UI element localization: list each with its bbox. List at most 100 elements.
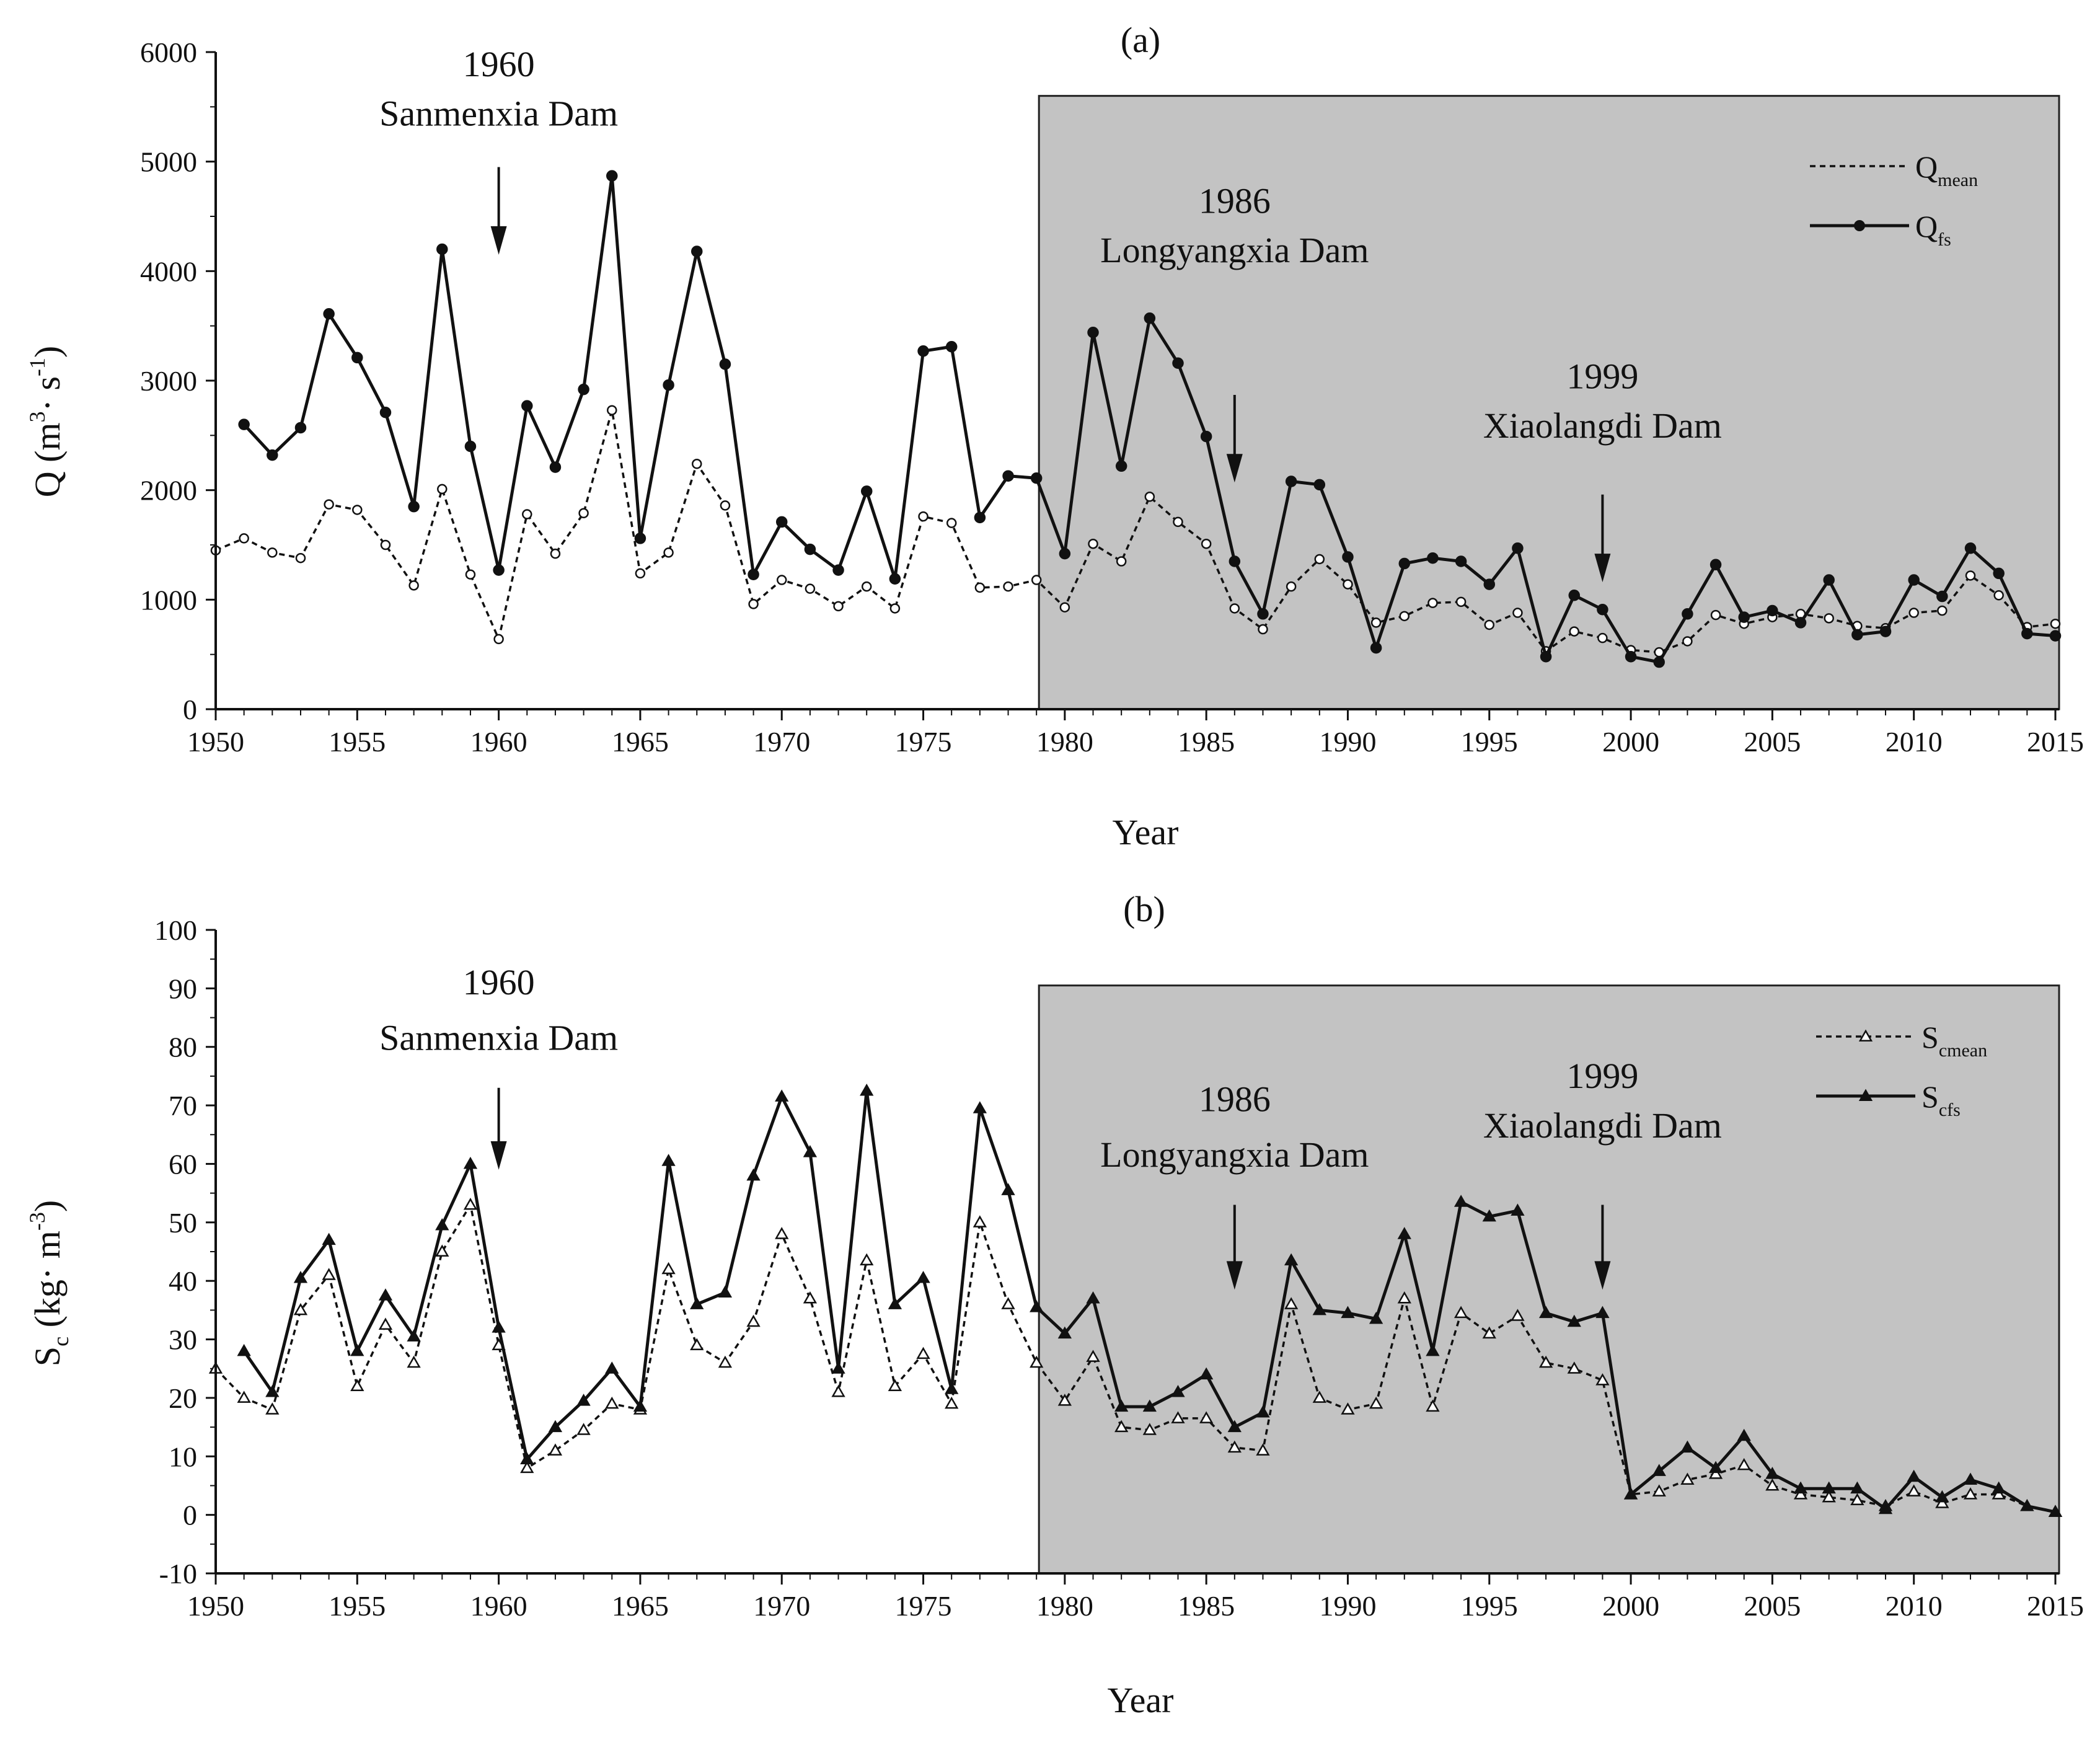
data-point-Scfs bbox=[2048, 1505, 2063, 1517]
legend-label: Qmean bbox=[1915, 149, 1978, 190]
data-point-Scmean bbox=[1793, 1487, 1808, 1500]
panel-b-series bbox=[208, 1083, 2063, 1517]
x-tick-label: 1995 bbox=[1461, 1590, 1518, 1622]
data-point-Scfs bbox=[1001, 1183, 1015, 1195]
data-point-Scmean bbox=[1652, 1484, 1666, 1497]
series-line-Qmean bbox=[215, 409, 2056, 653]
data-point-Scfs bbox=[378, 1288, 393, 1301]
data-point-Qfs bbox=[2049, 630, 2062, 642]
annotation-arrow-head bbox=[490, 1141, 507, 1170]
data-point-Qfs bbox=[1794, 617, 1807, 629]
data-point-Scfs bbox=[690, 1297, 704, 1309]
y-tick-label: 0 bbox=[183, 694, 197, 725]
data-point-Qfs bbox=[1030, 472, 1043, 484]
annotation-year: 1986 bbox=[1199, 181, 1271, 221]
data-point-Qmean bbox=[1286, 581, 1297, 592]
data-point-Qfs bbox=[408, 500, 420, 513]
data-point-Qfs bbox=[1313, 479, 1326, 491]
x-tick-label: 1950 bbox=[187, 1590, 244, 1622]
data-point-Scfs bbox=[1312, 1302, 1326, 1315]
data-point-Qfs bbox=[1710, 559, 1722, 571]
data-point-Scfs bbox=[1935, 1490, 1949, 1503]
y-tick-label: 30 bbox=[169, 1324, 197, 1356]
data-point-Qmean bbox=[1455, 596, 1467, 608]
data-point-Scmean bbox=[1086, 1350, 1100, 1362]
data-point-Scmean bbox=[803, 1291, 818, 1304]
data-point-Qfs bbox=[1879, 626, 1892, 637]
annotation-dam-name: Longyangxia Dam bbox=[1100, 1134, 1369, 1175]
data-point-Scmean bbox=[293, 1302, 308, 1315]
data-point-Scfs bbox=[1086, 1291, 1100, 1304]
data-point-Qfs bbox=[663, 379, 674, 391]
x-tick-label: 1985 bbox=[1178, 726, 1235, 758]
data-point-Qfs bbox=[549, 461, 562, 473]
panel-a-series bbox=[210, 170, 2062, 668]
x-tick-label: 1970 bbox=[753, 726, 810, 758]
data-point-Qfs bbox=[379, 406, 392, 418]
data-point-Scmean bbox=[1680, 1472, 1695, 1485]
data-point-Qmean bbox=[2050, 618, 2061, 629]
data-point-Qmean bbox=[1116, 556, 1127, 567]
data-point-Scfs bbox=[831, 1361, 845, 1374]
x-tick-label: 1955 bbox=[329, 726, 386, 758]
data-point-Scmean bbox=[1312, 1391, 1326, 1403]
data-point-Scmean bbox=[1454, 1306, 1468, 1319]
data-point-Scmean bbox=[916, 1346, 930, 1360]
data-point-Qmean bbox=[1965, 570, 1976, 581]
y-tick-label: 70 bbox=[169, 1090, 197, 1121]
data-point-Qfs bbox=[634, 533, 646, 544]
y-tick-label: 90 bbox=[169, 973, 197, 1004]
y-tick-label: 4000 bbox=[140, 255, 197, 287]
data-point-Scmean bbox=[1171, 1411, 1185, 1423]
data-point-Scfs bbox=[1030, 1300, 1044, 1312]
data-point-Qmean bbox=[1343, 579, 1353, 590]
data-point-Scmean bbox=[718, 1355, 733, 1368]
legend-label: Scfs bbox=[1921, 1079, 1961, 1120]
x-tick-label: 2015 bbox=[2027, 726, 2084, 758]
x-tick-label: 1995 bbox=[1461, 726, 1518, 758]
data-point-Qfs bbox=[775, 516, 788, 528]
data-point-Scfs bbox=[492, 1320, 506, 1333]
data-point-Qmean bbox=[550, 548, 561, 559]
y-tick-label: 3000 bbox=[140, 365, 197, 397]
data-point-Qmean bbox=[946, 518, 957, 528]
panel-a-axes bbox=[214, 52, 2059, 710]
data-point-Scmean bbox=[973, 1215, 987, 1227]
data-point-Qfs bbox=[1427, 552, 1439, 564]
data-point-Qfs bbox=[1512, 542, 1524, 554]
data-point-Scmean bbox=[463, 1197, 478, 1210]
data-point-Qfs bbox=[1257, 608, 1269, 620]
data-point-Qmean bbox=[1031, 575, 1042, 585]
data-point-Qmean bbox=[295, 552, 306, 564]
data-point-Qfs bbox=[1144, 312, 1156, 324]
data-point-Scfs bbox=[1963, 1472, 1978, 1485]
data-point-Scfs bbox=[803, 1145, 818, 1157]
x-tick-label: 2000 bbox=[1602, 1590, 1659, 1622]
panel-b-legend: Scmean Scfs bbox=[1816, 1020, 1987, 1120]
data-point-Scmean bbox=[605, 1396, 619, 1409]
panel-b-annotations: 1960 Sanmenxia Dam 1986 Longyangxia Dam 1999… bbox=[379, 962, 1722, 1290]
data-point-Qfs bbox=[1767, 604, 1778, 617]
data-point-Qfs bbox=[294, 422, 307, 434]
y-tick-label: 80 bbox=[169, 1032, 197, 1063]
data-point-Scfs bbox=[520, 1452, 534, 1464]
data-point-Scmean bbox=[1256, 1443, 1270, 1456]
data-point-Scfs bbox=[1652, 1464, 1666, 1476]
data-point-Qfs bbox=[917, 345, 929, 357]
data-point-Qmean bbox=[861, 581, 872, 592]
annotation-arrow-head bbox=[1226, 454, 1243, 483]
data-point-Scfs bbox=[2020, 1498, 2034, 1511]
data-point-Qfs bbox=[719, 358, 731, 370]
panel-a-ylabel: Q (m3· s-1) bbox=[25, 346, 68, 498]
data-point-Qfs bbox=[1483, 578, 1496, 590]
data-point-Qmean bbox=[974, 582, 986, 593]
data-point-Scmean bbox=[1142, 1423, 1157, 1435]
y-tick-label: 10 bbox=[169, 1441, 197, 1472]
y-tick-label: -10 bbox=[159, 1558, 197, 1589]
x-tick-label: 1985 bbox=[1178, 1590, 1235, 1622]
y-tick-label: 50 bbox=[169, 1207, 197, 1239]
